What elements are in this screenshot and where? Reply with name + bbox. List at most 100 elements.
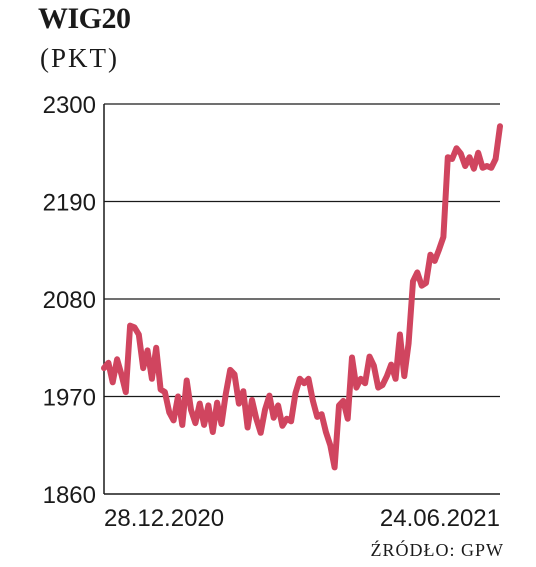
data-point: [286, 418, 288, 420]
data-point: [312, 400, 314, 402]
series-line: [101, 123, 503, 471]
series-layer: [101, 123, 503, 471]
chart-title: WIG20: [38, 2, 131, 35]
data-point: [194, 422, 196, 424]
data-point: [247, 427, 249, 429]
data-point: [103, 367, 105, 369]
data-point: [138, 333, 140, 335]
data-point: [168, 411, 170, 413]
data-point: [290, 420, 292, 422]
data-point: [329, 444, 331, 446]
data-point: [112, 381, 114, 383]
data-point: [225, 393, 227, 395]
data-point: [160, 388, 162, 390]
data-point: [360, 378, 362, 380]
data-point: [416, 271, 418, 273]
data-point: [177, 396, 179, 397]
data-point: [421, 285, 423, 287]
data-point: [181, 424, 183, 426]
data-point: [464, 165, 466, 167]
data-point: [242, 390, 244, 392]
data-point: [399, 333, 401, 335]
y-tick-label: 1970: [43, 385, 96, 412]
unit-label: (PKT): [40, 43, 119, 73]
data-point: [164, 391, 166, 393]
data-point: [186, 380, 188, 382]
data-point: [308, 378, 310, 380]
data-point: [434, 260, 436, 262]
data-point: [351, 357, 353, 358]
data-point: [403, 375, 405, 377]
data-point: [142, 367, 144, 369]
data-point: [368, 356, 370, 358]
data-point: [107, 362, 109, 364]
data-point: [425, 282, 427, 284]
data-point: [347, 418, 349, 420]
data-point: [281, 425, 283, 427]
data-point: [220, 423, 222, 425]
data-point: [325, 431, 327, 433]
x-label-start: 28.12.2020: [104, 505, 224, 532]
data-point: [473, 168, 475, 170]
data-point: [299, 378, 301, 380]
data-point: [203, 424, 205, 426]
data-point: [277, 404, 279, 406]
data-point: [334, 466, 336, 468]
data-point: [321, 413, 323, 415]
gridlines: [104, 103, 500, 398]
y-tick-label: 2300: [43, 92, 96, 119]
data-point: [268, 395, 270, 397]
data-point: [455, 147, 457, 149]
data-point: [382, 384, 384, 386]
data-point: [364, 382, 366, 384]
data-point: [429, 254, 431, 256]
data-point: [255, 418, 257, 420]
data-point: [216, 402, 218, 404]
y-tick-label: 1860: [43, 482, 96, 509]
data-point: [129, 325, 131, 327]
data-point: [260, 432, 262, 434]
data-point: [342, 400, 344, 402]
data-point: [303, 382, 305, 384]
data-point: [377, 387, 379, 389]
data-point: [395, 378, 397, 380]
data-point: [133, 326, 135, 328]
y-axis: 2300 2190 2080 1970 1860: [43, 92, 105, 509]
data-point: [229, 369, 231, 371]
data-point: [338, 404, 340, 406]
source-note: ŹRÓDŁO: GPW: [370, 540, 504, 560]
data-point: [151, 378, 153, 380]
data-point: [373, 364, 375, 366]
data-point: [412, 280, 414, 282]
data-point: [125, 391, 127, 393]
data-point: [408, 342, 410, 344]
data-point: [264, 409, 266, 411]
data-point: [190, 409, 192, 411]
data-point: [490, 167, 492, 169]
data-point: [212, 431, 214, 433]
data-point: [447, 156, 449, 158]
data-point: [155, 347, 157, 349]
data-point: [499, 125, 501, 127]
data-point: [495, 158, 497, 160]
data-point: [238, 403, 240, 405]
data-point: [294, 392, 296, 394]
data-point: [251, 399, 253, 401]
data-point: [460, 153, 462, 155]
data-point: [469, 156, 471, 158]
data-point: [355, 387, 357, 389]
data-point: [386, 375, 388, 377]
data-point: [316, 416, 318, 418]
x-label-end: 24.06.2021: [380, 505, 500, 532]
x-axis: 28.12.2020 24.06.2021: [104, 493, 500, 532]
data-point: [390, 364, 392, 366]
y-tick-label: 2080: [43, 287, 96, 314]
data-point: [120, 373, 122, 375]
data-point: [234, 373, 236, 375]
data-point: [116, 358, 118, 360]
data-point: [486, 165, 488, 167]
y-tick-label: 2190: [43, 190, 96, 217]
data-point: [199, 403, 201, 405]
data-point: [273, 417, 275, 419]
